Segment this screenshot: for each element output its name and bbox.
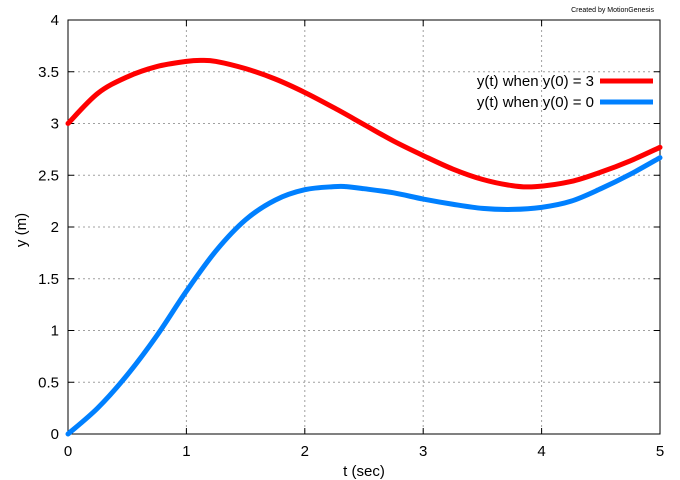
y-tick-label: 3 [51,116,59,133]
series-line-1 [65,57,663,190]
y-tick-label: 1 [51,323,59,340]
legend-label-series-2: y(t) when y(0) = 0 [477,94,594,111]
x-tick-label: 1 [182,443,190,460]
x-tick-label: 4 [537,443,545,460]
x-axis-label: t (sec) [343,463,385,480]
credit-text: Created by MotionGenesis [571,7,654,14]
y-tick-labels: 0 0.5 1 1.5 2 2.5 3 3.5 4 [38,12,59,443]
x-tick-labels: 0 1 2 3 4 5 [64,443,664,460]
x-tick-label: 3 [419,443,427,460]
x-tick-label: 5 [656,443,664,460]
y-tick-label: 2 [51,219,59,236]
y-tick-label: 0.5 [38,374,59,391]
series-line-2 [65,155,663,437]
legend-label-series-1: y(t) when y(0) = 3 [477,73,594,90]
y-tick-label: 4 [51,12,59,29]
y-axis-label: y (m) [13,213,30,247]
legend: y(t) when y(0) = 3 y(t) when y(0) = 0 [477,73,653,111]
series-lines [65,57,663,437]
y-tick-label: 2.5 [38,167,59,184]
y-tick-label: 3.5 [38,64,59,81]
y-tick-label: 1.5 [38,271,59,288]
y-tick-label: 0 [51,426,59,443]
x-tick-label: 0 [64,443,72,460]
x-tick-label: 2 [301,443,309,460]
